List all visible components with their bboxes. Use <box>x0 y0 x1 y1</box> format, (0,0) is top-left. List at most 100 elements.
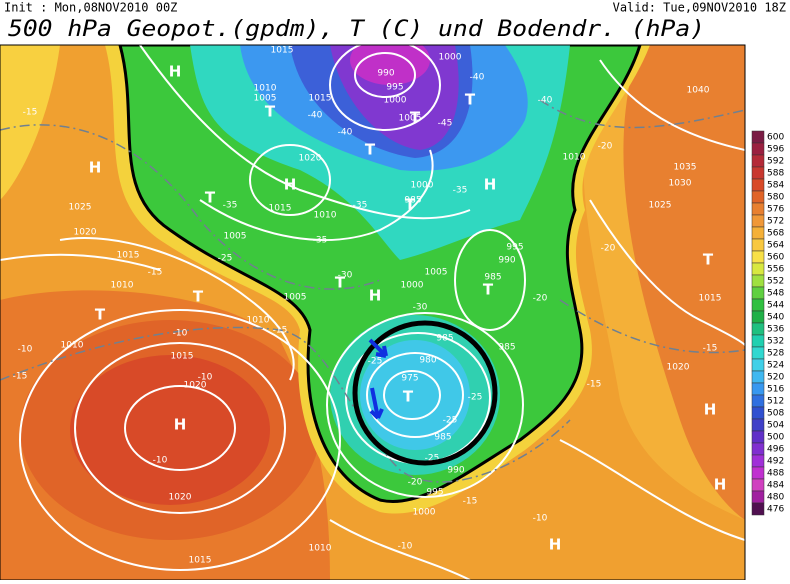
colorbar-swatch <box>751 418 765 432</box>
contour-label: 1020 <box>169 493 192 503</box>
wind-arrow <box>369 387 384 420</box>
colorbar-swatch <box>751 178 765 192</box>
contour-label: -25 <box>368 357 383 367</box>
colorbar-swatch <box>751 346 765 360</box>
contour-label: 1010 <box>247 316 270 326</box>
contour-label: 1000 <box>439 53 462 63</box>
colorbar-swatch <box>751 166 765 180</box>
contour-label: -30 <box>413 303 428 313</box>
contour-label: -40 <box>338 128 353 138</box>
contour-label: -35 <box>223 201 238 211</box>
contour-label: -10 <box>533 514 548 524</box>
contour-label: -10 <box>398 542 413 552</box>
pressure-center: T <box>335 274 346 292</box>
contour-label: -25 <box>425 454 440 464</box>
contour-label: 985 <box>434 433 451 443</box>
contour-label: -35 <box>353 201 368 211</box>
colorbar-label: 576 <box>767 205 784 215</box>
contour-label: -45 <box>438 119 453 129</box>
colorbar-label: 540 <box>767 313 784 323</box>
colorbar-label: 496 <box>767 445 784 455</box>
colorbar-label: 528 <box>767 349 784 359</box>
colorbar-swatch <box>751 262 765 276</box>
pressure-center: T <box>410 109 421 127</box>
contour-label: 975 <box>401 374 418 384</box>
contour-label: -35 <box>453 186 468 196</box>
colorbar-label: 500 <box>767 433 784 443</box>
pressure-center: H <box>169 63 182 81</box>
contour-label: 1010 <box>309 544 332 554</box>
contour-label: 1010 <box>61 341 84 351</box>
valid-time: Valid: Tue,09NOV2010 18Z <box>613 1 786 15</box>
contour-label: 1015 <box>171 352 194 362</box>
contour-label: -10 <box>198 373 213 383</box>
isobars <box>0 45 745 580</box>
contour-label: -20 <box>533 294 548 304</box>
colorbar-label: 480 <box>767 493 784 503</box>
pressure-center: T <box>205 189 216 207</box>
contour-label: -10 <box>173 329 188 339</box>
contour-label: -10 <box>153 456 168 466</box>
init-time: Init : Mon,08NOV2010 00Z <box>4 1 177 15</box>
pressure-center: T <box>95 306 106 324</box>
contour-label: -35 <box>313 236 328 246</box>
pressure-center: T <box>265 103 276 121</box>
colorbar-swatch <box>751 250 765 264</box>
colorbar-swatch <box>751 274 765 288</box>
wind-arrow <box>368 338 388 358</box>
colorbar-label: 476 <box>767 505 784 515</box>
pressure-center: H <box>549 536 562 554</box>
colorbar-label: 532 <box>767 337 784 347</box>
colorbar-swatch <box>751 466 765 480</box>
contour-label: 1010 <box>563 153 586 163</box>
contour-label: 1010 <box>254 84 277 94</box>
colorbar-label: 580 <box>767 193 784 203</box>
highlight-circle <box>352 320 498 466</box>
colorbar-label: 524 <box>767 361 784 371</box>
contour-label: 1000 <box>384 96 407 106</box>
contour-label: -20 <box>598 142 613 152</box>
contour-label: 1025 <box>69 203 92 213</box>
colorbar-swatch <box>751 322 765 336</box>
colorbar-label: 504 <box>767 421 784 431</box>
colorbar-label: 508 <box>767 409 784 419</box>
colorbar-swatch <box>751 490 765 504</box>
colorbar-swatch <box>751 154 765 168</box>
contour-label: 985 <box>484 273 501 283</box>
pressure-center: T <box>403 388 414 406</box>
pressure-center: H <box>174 416 187 434</box>
contour-label: 1000 <box>401 281 424 291</box>
contour-label: -20 <box>601 244 616 254</box>
contour-label: 980 <box>419 356 436 366</box>
colorbar-swatch <box>751 358 765 372</box>
map-title: 500 hPa Geopot.(gpdm), T (C) und Bodendr… <box>8 17 705 42</box>
colorbar-label: 488 <box>767 469 784 479</box>
colorbar-swatch <box>751 370 765 384</box>
colorbar-label: 584 <box>767 181 784 191</box>
pressure-center: H <box>89 159 102 177</box>
pressure-center: H <box>704 401 717 419</box>
colorbar-label: 552 <box>767 277 784 287</box>
contour-label: -40 <box>538 96 553 106</box>
contour-label: -25 <box>443 416 458 426</box>
contour-label: 1015 <box>117 251 140 261</box>
colorbar-swatch <box>751 238 765 252</box>
contour-label: 1015 <box>189 556 212 566</box>
contour-label: 1010 <box>111 281 134 291</box>
contour-label: -15 <box>23 108 38 118</box>
colorbar-swatch <box>751 202 765 216</box>
colorbar-swatch <box>751 130 765 144</box>
contour-label: -15 <box>148 268 163 278</box>
contour-label: 1000 <box>413 508 436 518</box>
colorbar-swatch <box>751 394 765 408</box>
pressure-center: T <box>193 288 204 306</box>
contour-label: -15 <box>273 326 288 336</box>
contour-label: 1015 <box>699 294 722 304</box>
contour-label: 1015 <box>309 94 332 104</box>
colorbar-swatch <box>751 442 765 456</box>
contour-label: 1005 <box>425 268 448 278</box>
pressure-center: H <box>484 176 497 194</box>
